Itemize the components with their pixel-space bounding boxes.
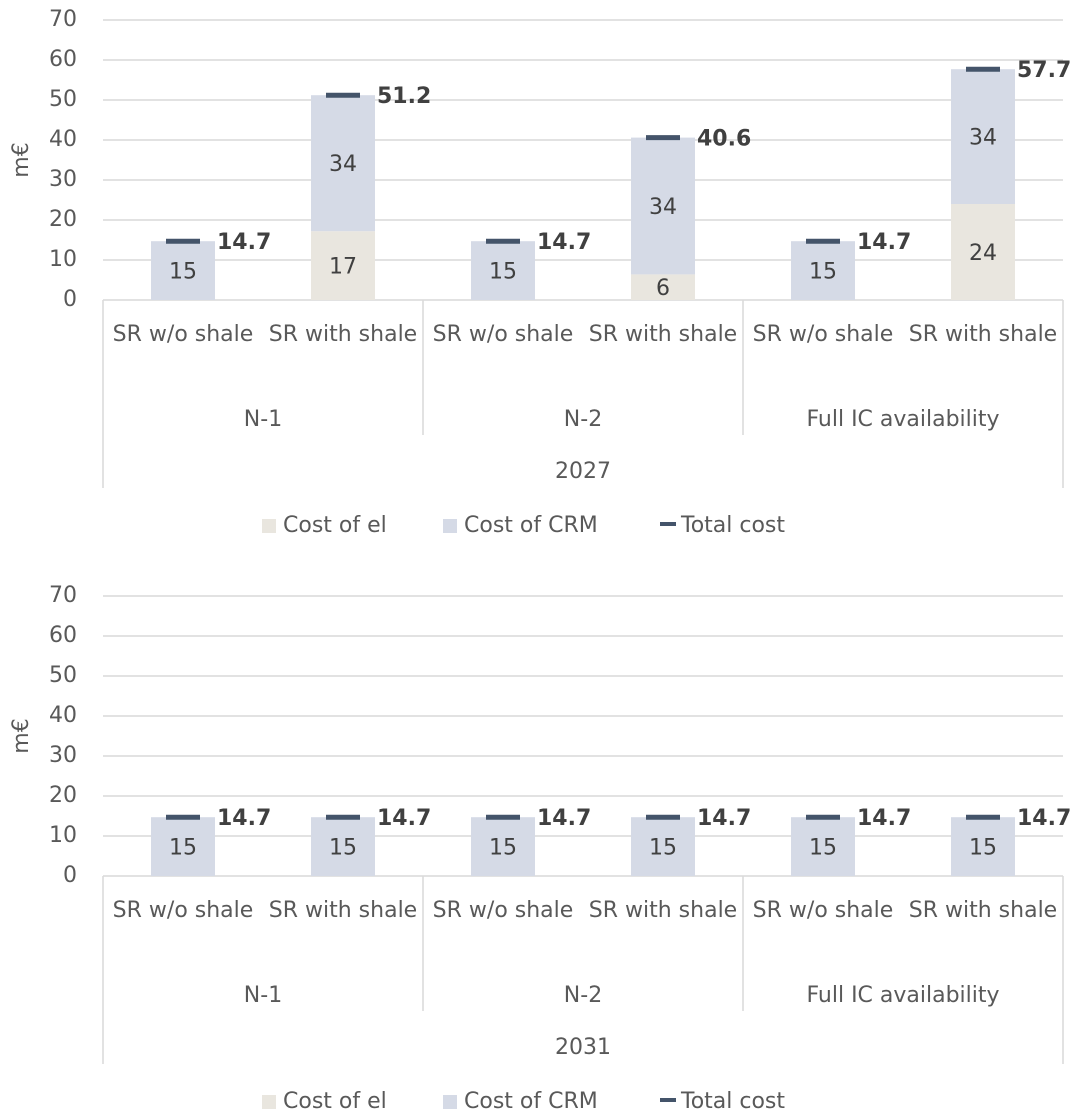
value-label: 15 — [969, 836, 997, 861]
x-tick-label: SR w/o shale — [112, 898, 254, 923]
x-tick-label: SR with shale — [908, 898, 1058, 923]
bar-segment — [311, 817, 375, 876]
value-label: 34 — [969, 126, 997, 151]
bar-segment — [791, 241, 855, 300]
group-level-label: 2027 — [555, 459, 611, 484]
x-tick-label: SR with shale — [268, 898, 418, 923]
y-tick-label: 60 — [49, 47, 77, 72]
bar-segment — [631, 274, 695, 300]
total-label: 57.7 — [1017, 58, 1071, 83]
y-tick-label: 60 — [49, 623, 77, 648]
legend-swatch — [443, 1095, 457, 1109]
x-tick-label: SR with shale — [908, 322, 1058, 347]
value-label: 24 — [969, 241, 997, 266]
bar-segment — [951, 204, 1015, 300]
y-tick-label: 50 — [49, 663, 77, 688]
bar-segment — [631, 137, 695, 275]
bar-segment — [791, 817, 855, 876]
x-tick-label: SR with shale — [588, 898, 738, 923]
group-label: Full IC availability — [806, 407, 999, 432]
y-tick-label: 0 — [63, 863, 77, 888]
bar-segment — [311, 95, 375, 232]
total-label: 14.7 — [857, 230, 911, 255]
total-label: 14.7 — [217, 230, 271, 255]
y-tick-label: 20 — [49, 207, 77, 232]
total-label: 14.7 — [1017, 806, 1071, 831]
value-label: 15 — [649, 836, 677, 861]
legend-swatch — [262, 1095, 276, 1109]
value-label: 15 — [169, 836, 197, 861]
legend-label: Cost of CRM — [464, 1089, 598, 1114]
x-tick-label: SR w/o shale — [752, 898, 894, 923]
value-label: 15 — [169, 260, 197, 285]
bar-segment — [471, 241, 535, 300]
y-tick-label: 50 — [49, 87, 77, 112]
total-label: 14.7 — [377, 806, 431, 831]
legend-label: Total cost — [680, 1089, 785, 1114]
value-label: 15 — [489, 260, 517, 285]
value-label: 34 — [649, 195, 677, 220]
y-tick-label: 0 — [63, 287, 77, 312]
value-label: 6 — [656, 276, 670, 301]
y-tick-label: 30 — [49, 167, 77, 192]
value-label: 15 — [809, 836, 837, 861]
x-tick-label: SR with shale — [588, 322, 738, 347]
bar-segment — [631, 817, 695, 876]
group-label: N-2 — [564, 983, 602, 1008]
total-label: 51.2 — [377, 84, 431, 109]
y-tick-label: 70 — [49, 7, 77, 32]
y-tick-label: 30 — [49, 743, 77, 768]
value-label: 34 — [329, 152, 357, 177]
bar-segment — [951, 817, 1015, 876]
total-label: 40.6 — [697, 127, 751, 152]
legend-swatch — [262, 519, 276, 533]
y-axis-title: m€ — [9, 718, 34, 753]
value-label: 15 — [489, 836, 517, 861]
legend-label: Cost of CRM — [464, 513, 598, 538]
bar-segment — [951, 69, 1015, 204]
total-label: 14.7 — [537, 230, 591, 255]
bar-segment — [151, 241, 215, 300]
x-tick-label: SR w/o shale — [112, 322, 254, 347]
value-label: 17 — [329, 255, 357, 280]
bar-segment — [471, 817, 535, 876]
y-tick-label: 10 — [49, 823, 77, 848]
group-label: N-2 — [564, 407, 602, 432]
group-label: Full IC availability — [806, 983, 999, 1008]
y-tick-label: 70 — [49, 583, 77, 608]
group-label: N-1 — [244, 983, 282, 1008]
value-label: 15 — [329, 836, 357, 861]
x-tick-label: SR with shale — [268, 322, 418, 347]
value-label: 15 — [809, 260, 837, 285]
y-tick-label: 40 — [49, 703, 77, 728]
total-label: 14.7 — [537, 806, 591, 831]
bar-segment — [311, 231, 375, 300]
y-axis-title: m€ — [9, 142, 34, 177]
legend-swatch — [443, 519, 457, 533]
total-label: 14.7 — [697, 806, 751, 831]
legend-label: Total cost — [680, 513, 785, 538]
y-tick-label: 20 — [49, 783, 77, 808]
legend-label: Cost of el — [283, 513, 387, 538]
y-tick-label: 40 — [49, 127, 77, 152]
x-tick-label: SR w/o shale — [432, 898, 574, 923]
x-tick-label: SR w/o shale — [432, 322, 574, 347]
total-label: 14.7 — [217, 806, 271, 831]
legend-label: Cost of el — [283, 1089, 387, 1114]
total-label: 14.7 — [857, 806, 911, 831]
bar-segment — [151, 817, 215, 876]
group-label: N-1 — [244, 407, 282, 432]
group-level-label: 2031 — [555, 1035, 611, 1060]
y-tick-label: 10 — [49, 247, 77, 272]
x-tick-label: SR w/o shale — [752, 322, 894, 347]
